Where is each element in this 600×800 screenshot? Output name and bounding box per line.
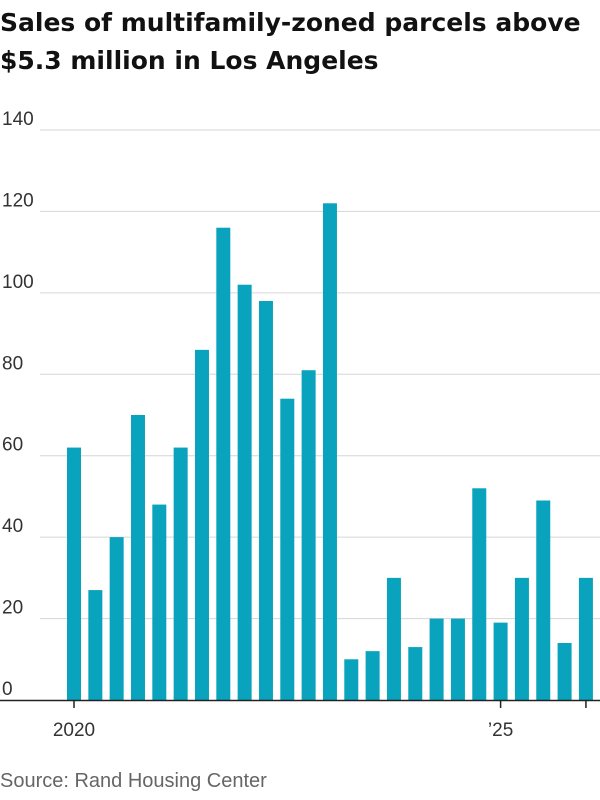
y-tick-label: 140: [2, 109, 34, 130]
chart-title: Sales of multifamily-zoned parcels above…: [0, 8, 581, 75]
bar: [173, 447, 188, 700]
y-tick-label: 100: [2, 272, 34, 293]
bar: [472, 488, 487, 700]
y-tick-labels: 0 20 40 60 80 100 120 140: [2, 109, 34, 700]
bar: [429, 618, 444, 700]
y-tick-label: 60: [2, 435, 23, 456]
bar: [152, 504, 167, 700]
bar: [450, 618, 465, 700]
bar: [216, 227, 231, 700]
bar: [578, 577, 593, 700]
bars: [67, 203, 593, 701]
x-tick-labels: 2020 ’25: [53, 700, 587, 741]
x-tick-label: ’25: [488, 720, 513, 741]
bar: [109, 537, 124, 700]
y-tick-label: 20: [2, 598, 23, 619]
bar: [493, 622, 508, 700]
bar: [280, 398, 295, 700]
bar: [514, 577, 529, 700]
bar: [88, 590, 103, 700]
bar: [344, 659, 359, 700]
x-tick-label: 2020: [53, 720, 95, 741]
bar: [365, 651, 380, 700]
bar: [386, 577, 401, 700]
bar: [536, 500, 551, 700]
bar: [322, 203, 337, 701]
bar: [237, 284, 252, 700]
y-tick-label: 0: [2, 679, 13, 700]
bar: [301, 370, 316, 700]
bar: [130, 415, 145, 700]
bar: [258, 301, 273, 700]
bar: [557, 643, 572, 700]
bar: [194, 349, 209, 700]
bar: [67, 447, 81, 700]
gridlines: [40, 129, 600, 620]
bar: [408, 647, 423, 700]
y-tick-label: 120: [2, 190, 34, 211]
source-note: Source: Rand Housing Center: [0, 770, 267, 792]
y-tick-label: 80: [2, 353, 23, 374]
y-tick-label: 40: [2, 516, 23, 537]
